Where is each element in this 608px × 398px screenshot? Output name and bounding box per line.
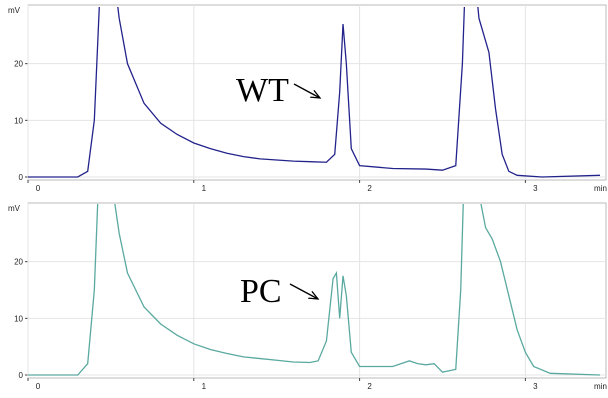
x-axis-label: min [594, 382, 607, 391]
plot-frame [27, 4, 607, 181]
plot-frame [27, 202, 607, 379]
y-tick-label: 20 [14, 258, 23, 267]
trace-line [28, 7, 600, 178]
annotation-arrow [289, 283, 318, 299]
y-tick-label: 0 [19, 173, 24, 182]
y-tick-label: 20 [14, 60, 23, 69]
trace-line [28, 204, 600, 376]
x-tick-label: 3 [533, 382, 538, 391]
x-tick-label: 1 [202, 382, 207, 391]
x-tick-label: 2 [367, 184, 372, 193]
y-tick-label: 10 [14, 314, 23, 323]
y-tick-label: 10 [14, 116, 23, 125]
x-tick-label: 3 [533, 184, 538, 193]
annotation-arrow [293, 83, 320, 98]
y-axis-label: mV [8, 6, 21, 15]
x-axis-label: min [594, 184, 607, 193]
y-tick-label: 0 [19, 371, 24, 380]
y-axis-label: mV [8, 204, 21, 213]
x-tick-label: 1 [202, 184, 207, 193]
annotation: PC [240, 273, 282, 310]
x-tick-label: 2 [367, 382, 372, 391]
annotation: WT [236, 72, 289, 109]
x-tick-label: 0 [36, 184, 41, 193]
x-tick-label: 0 [36, 382, 41, 391]
